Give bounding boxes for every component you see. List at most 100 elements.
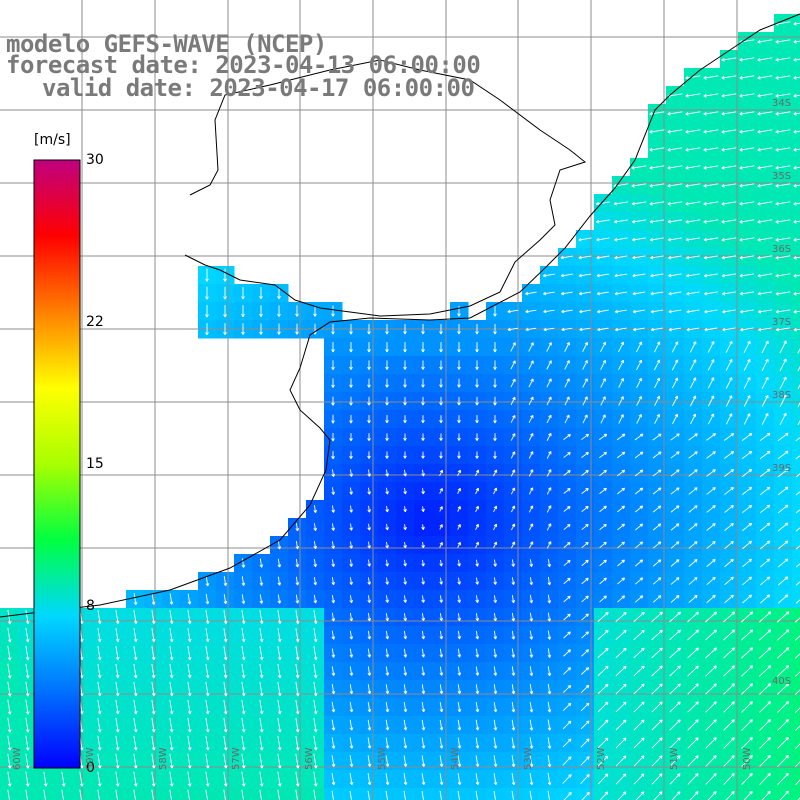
wind-vector [564,341,570,352]
wind-vector [313,559,318,568]
wind-vector [757,291,773,296]
wind-vector [115,628,120,643]
wind-vector [615,327,627,332]
wind-vector [385,378,389,388]
wind-vector [793,201,800,206]
wind-vector [385,360,389,370]
wind-vector [241,286,245,300]
wind-vector [529,719,534,731]
wind-vector [547,630,552,640]
wind-vector [759,701,772,713]
wind-vector [277,771,282,787]
wind-vector [546,432,552,441]
wind-vector [793,75,800,80]
wind-vector [439,630,444,640]
wind-vector [547,737,552,749]
wind-vector [775,237,791,242]
wind-vector [617,791,627,800]
wind-vector [439,719,444,731]
wind-cell [792,194,800,213]
wind-vector [739,75,755,80]
wind-vector [133,735,138,751]
wind-vector [259,610,264,625]
wind-vector [649,129,665,134]
wind-vector [721,273,736,278]
model-title: modelo GEFS-WAVE (NCEP) [6,30,327,58]
wind-vector [25,663,30,679]
wind-vector [740,611,754,623]
wind-vector [385,648,390,658]
wind-vector [685,111,701,116]
wind-vector [421,719,426,731]
wind-vector [511,773,516,786]
wind-vector [686,309,700,314]
wind-vector [651,719,663,731]
wind-vector [313,610,318,625]
wind-cell [792,716,800,735]
wind-vector [741,755,753,767]
wind-vector [793,183,800,188]
wind-vector [313,789,316,800]
wind-vector [295,735,300,751]
wind-vector [777,718,790,731]
wind-vector [349,523,353,531]
wind-vector [241,610,246,625]
wind-vector [651,629,663,641]
wind-vector [223,753,228,769]
wind-vector [133,681,138,697]
wind-vector [596,219,610,224]
wind-vector [653,341,661,353]
wind-vector [511,595,516,604]
wind-vector [169,753,174,769]
wind-vector [277,699,282,715]
wind-vector [705,773,717,785]
wind-vector [563,433,571,440]
wind-vector [115,789,118,800]
wind-vector [547,683,552,695]
longitude-label: 53W [523,747,534,770]
wind-vector [563,541,571,548]
wind-vector [707,395,715,407]
wind-vector [97,664,102,679]
wind-vector [705,755,717,767]
wind-vector [723,665,736,677]
wind-vector [580,702,590,712]
wind-vector [795,491,800,496]
wind-vector [528,523,534,531]
wind-vector [528,487,534,495]
wind-vector [421,702,426,713]
wind-vector [403,702,408,713]
wind-cell [792,338,800,357]
wind-vector [636,341,643,353]
wind-vector [205,735,210,751]
wind-vector [367,342,371,353]
wind-vector [776,611,790,623]
wind-vector [779,412,787,426]
colorbar-gradient [33,159,81,769]
wind-vector [313,541,318,550]
wind-vector [439,378,443,388]
wind-vector [439,559,443,567]
wind-vector [667,111,683,116]
wind-vector [259,664,264,679]
wind-vector [241,681,246,697]
wind-cell [792,266,800,285]
wind-vector [596,273,610,278]
wind-vector [632,327,645,332]
wind-cell [792,104,800,123]
wind-vector [295,323,299,335]
wind-vector [385,451,389,459]
wind-vector [757,237,773,242]
wind-vector [668,327,682,332]
wind-vector [241,717,246,733]
wind-vector [331,737,336,749]
wind-vector [581,541,589,549]
wind-vector [757,219,773,224]
wind-cell [792,68,800,87]
wind-vector [724,594,734,604]
wind-vector [561,291,573,296]
wind-vector [259,789,262,800]
wind-vector [777,558,789,568]
wind-cell [468,788,487,800]
wind-cell [594,788,613,800]
